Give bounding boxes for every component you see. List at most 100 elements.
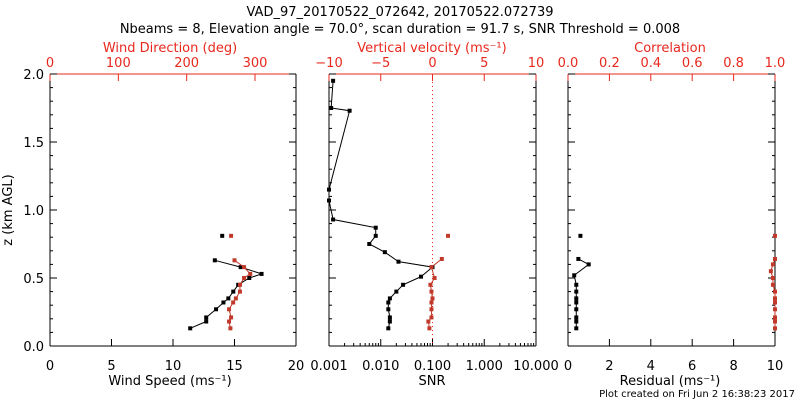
red-data-point — [237, 282, 242, 287]
red-data-point — [773, 307, 777, 312]
black-data-point — [226, 296, 231, 301]
black-data-point — [396, 259, 401, 264]
red-data-point — [429, 289, 434, 294]
red-data-point — [428, 282, 433, 287]
black-data-point — [367, 242, 372, 246]
bottom-tick-label: 5 — [107, 359, 115, 374]
top-tick-label: 5 — [480, 56, 488, 71]
bottom-tick-label: 8 — [729, 359, 737, 374]
y-tick-label: 2.0 — [23, 68, 44, 83]
black-data-point — [347, 108, 352, 113]
black-data-point — [373, 233, 378, 238]
panel-residual: Correlation Residual (ms⁻¹) 0 2 4 6 8 10 0.0 0.… — [558, 41, 786, 389]
black-data-point — [387, 315, 392, 320]
top-tick-label: 0 — [428, 56, 436, 71]
y-tick-label: 0.5 — [23, 272, 44, 287]
black-data-point — [204, 315, 209, 320]
red-data-point — [770, 276, 775, 280]
bottom-tick-label: 10 — [165, 359, 182, 374]
top-tick-label: 0.6 — [682, 56, 703, 71]
y-tick-label: 1.0 — [23, 204, 44, 219]
red-data-point — [227, 319, 232, 324]
top-tick-label: 10 — [528, 56, 545, 71]
top-tick-label: 0.8 — [723, 56, 744, 71]
top-tick-label: 100 — [106, 56, 131, 71]
red-data-point — [430, 296, 435, 301]
bottom-tick-label: 0 — [564, 359, 572, 374]
red-data-point — [233, 296, 238, 301]
black-data-point — [327, 187, 331, 192]
black-data-point — [331, 78, 336, 83]
red-data-point — [232, 258, 237, 263]
top-axis-label: Vertical velocity (ms⁻¹) — [357, 41, 506, 56]
black-series-line — [328, 80, 434, 329]
plot-footer: Plot created on Fri Jun 2 16:38:23 2017 — [599, 389, 795, 400]
red-data-point — [228, 326, 233, 331]
bottom-tick-label: 0 — [46, 359, 54, 374]
red-data-point — [773, 296, 777, 301]
bottom-tick-label: 20 — [288, 359, 305, 374]
black-data-point — [327, 198, 331, 203]
red-data-point — [248, 271, 253, 276]
top-axis-label: Correlation — [634, 41, 706, 56]
bottom-tick-label: 0.001 — [310, 359, 347, 374]
top-tick-label: 0.0 — [558, 56, 579, 71]
y-tick-label: 0.0 — [23, 340, 44, 355]
black-series-line — [190, 259, 264, 329]
bottom-tick-label: 10.000 — [513, 359, 559, 374]
red-data-point — [242, 265, 247, 270]
red-data-point — [770, 262, 775, 267]
red-data-point — [429, 300, 434, 305]
black-data-point — [576, 256, 581, 261]
black-data-point — [247, 276, 252, 280]
red-data-point — [773, 289, 777, 294]
black-data-point — [329, 106, 334, 110]
black-data-point — [386, 300, 391, 305]
bottom-axis-label: Wind Speed (ms⁻¹) — [108, 374, 231, 389]
black-data-point — [387, 319, 392, 324]
panel-snr: Vertical velocity (ms⁻¹) SNR 0.001 0.010 0… — [310, 41, 558, 389]
bottom-tick-label: 0.010 — [362, 359, 399, 374]
black-data-point — [586, 262, 591, 267]
red-data-point — [446, 233, 451, 238]
bottom-tick-label: 6 — [688, 359, 696, 374]
red-data-point — [227, 307, 232, 312]
red-data-point — [770, 282, 775, 287]
top-tick-label: −5 — [371, 56, 390, 71]
red-data-point — [773, 300, 777, 305]
black-data-point — [204, 319, 209, 324]
black-data-point — [394, 289, 399, 294]
black-data-point — [574, 319, 579, 324]
panel-wind: Wind Direction (deg) Wind Speed (ms⁻¹) z… — [1, 41, 304, 389]
bottom-tick-label: 1.000 — [466, 359, 503, 374]
black-data-point — [574, 315, 579, 320]
black-data-point — [331, 217, 336, 222]
red-data-point — [229, 315, 234, 320]
top-tick-label: 0 — [46, 56, 54, 71]
black-data-point — [382, 250, 387, 255]
red-data-point — [429, 265, 434, 270]
black-data-point — [574, 300, 579, 305]
black-data-point — [574, 282, 579, 287]
black-data-point — [574, 289, 579, 294]
red-data-point — [773, 233, 777, 238]
bottom-tick-label: 4 — [647, 359, 655, 374]
black-data-point — [387, 296, 392, 301]
black-data-point — [221, 300, 226, 305]
red-data-point — [432, 276, 437, 280]
black-data-point — [214, 307, 219, 312]
top-axis-label: Wind Direction (deg) — [103, 41, 237, 56]
bottom-tick-label: 10 — [767, 359, 784, 374]
bottom-axis-label: SNR — [418, 374, 445, 389]
black-data-point — [574, 307, 579, 312]
top-tick-label: 200 — [174, 56, 199, 71]
red-data-point — [426, 319, 431, 324]
bottom-tick-label: 2 — [605, 359, 613, 374]
black-data-point — [231, 289, 236, 294]
black-data-point — [220, 233, 225, 238]
black-data-point — [386, 326, 391, 331]
black-data-point — [373, 225, 378, 230]
red-data-point — [229, 233, 234, 238]
red-data-point — [768, 269, 773, 274]
